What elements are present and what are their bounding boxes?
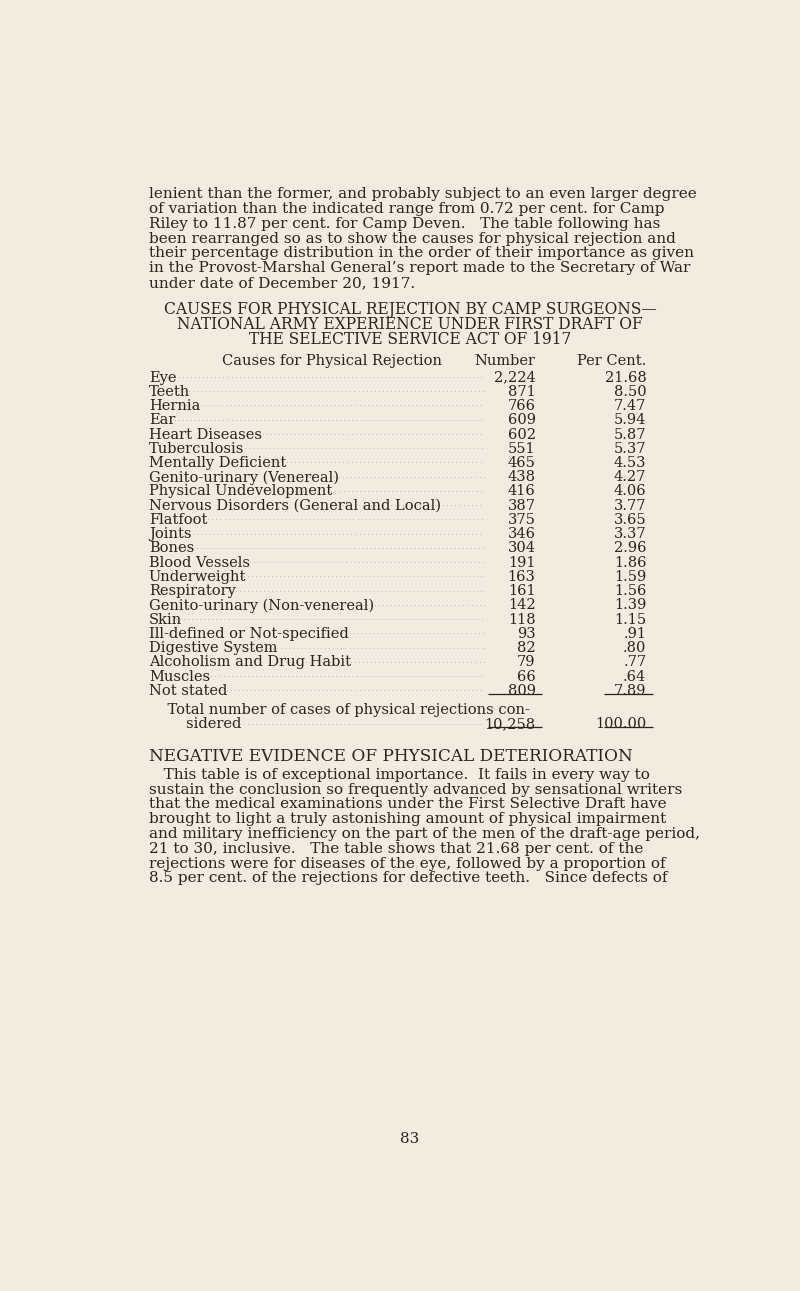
Text: 82: 82 <box>517 642 535 656</box>
Text: 161: 161 <box>508 585 535 598</box>
Text: Muscles: Muscles <box>149 670 210 684</box>
Text: under date of December 20, 1917.: under date of December 20, 1917. <box>149 276 415 290</box>
Text: 5.94: 5.94 <box>614 413 646 427</box>
Text: brought to light a truly astonishing amount of physical impairment: brought to light a truly astonishing amo… <box>149 812 666 826</box>
Text: sustain the conclusion so frequently advanced by sensational writers: sustain the conclusion so frequently adv… <box>149 782 682 797</box>
Text: Joints: Joints <box>149 527 191 541</box>
Text: 3.77: 3.77 <box>614 498 646 513</box>
Text: 4.27: 4.27 <box>614 470 646 484</box>
Text: been rearranged so as to show the causes for physical rejection and: been rearranged so as to show the causes… <box>149 231 676 245</box>
Text: that the medical examinations under the First Selective Draft have: that the medical examinations under the … <box>149 798 666 812</box>
Text: Genito-urinary (Venereal): Genito-urinary (Venereal) <box>149 470 339 484</box>
Text: 8.50: 8.50 <box>614 385 646 399</box>
Text: .80: .80 <box>623 642 646 656</box>
Text: Per Cent.: Per Cent. <box>577 354 646 368</box>
Text: 2.96: 2.96 <box>614 541 646 555</box>
Text: 375: 375 <box>508 513 535 527</box>
Text: 4.06: 4.06 <box>614 484 646 498</box>
Text: 346: 346 <box>507 527 535 541</box>
Text: .64: .64 <box>623 670 646 684</box>
Text: and military inefficiency on the part of the men of the draft-age period,: and military inefficiency on the part of… <box>149 828 700 840</box>
Text: 1.86: 1.86 <box>614 555 646 569</box>
Text: Physical Undevelopment: Physical Undevelopment <box>149 484 332 498</box>
Text: Bones: Bones <box>149 541 194 555</box>
Text: Ill-defined or Not-specified: Ill-defined or Not-specified <box>149 627 349 640</box>
Text: 1.15: 1.15 <box>614 613 646 626</box>
Text: 142: 142 <box>508 599 535 612</box>
Text: 8.5 per cent. of the rejections for defective teeth.   Since defects of: 8.5 per cent. of the rejections for defe… <box>149 871 667 886</box>
Text: 304: 304 <box>507 541 535 555</box>
Text: Nervous Disorders (General and Local): Nervous Disorders (General and Local) <box>149 498 441 513</box>
Text: Blood Vessels: Blood Vessels <box>149 555 250 569</box>
Text: Tuberculosis: Tuberculosis <box>149 442 244 456</box>
Text: Not stated: Not stated <box>149 684 227 698</box>
Text: Digestive System: Digestive System <box>149 642 278 656</box>
Text: NATIONAL ARMY EXPERIENCE UNDER FIRST DRAFT OF: NATIONAL ARMY EXPERIENCE UNDER FIRST DRA… <box>177 316 643 333</box>
Text: Eye: Eye <box>149 371 176 385</box>
Text: in the Provost-Marshal General’s report made to the Secretary of War: in the Provost-Marshal General’s report … <box>149 261 690 275</box>
Text: 416: 416 <box>508 484 535 498</box>
Text: 21.68: 21.68 <box>605 371 646 385</box>
Text: 191: 191 <box>508 555 535 569</box>
Text: 602: 602 <box>507 427 535 442</box>
Text: CAUSES FOR PHYSICAL REJECTION BY CAMP SURGEONS—: CAUSES FOR PHYSICAL REJECTION BY CAMP SU… <box>164 301 656 318</box>
Text: 163: 163 <box>508 569 535 584</box>
Text: sidered: sidered <box>149 718 242 732</box>
Text: Respiratory: Respiratory <box>149 585 236 598</box>
Text: 809: 809 <box>507 684 535 698</box>
Text: 21 to 30, inclusive.   The table shows that 21.68 per cent. of the: 21 to 30, inclusive. The table shows tha… <box>149 842 643 856</box>
Text: 465: 465 <box>508 456 535 470</box>
Text: Number: Number <box>474 354 535 368</box>
Text: 387: 387 <box>507 498 535 513</box>
Text: This table is of exceptional importance.  It fails in every way to: This table is of exceptional importance.… <box>149 768 650 782</box>
Text: 3.65: 3.65 <box>614 513 646 527</box>
Text: lenient than the former, and probably subject to an even larger degree: lenient than the former, and probably su… <box>149 187 697 201</box>
Text: 1.56: 1.56 <box>614 585 646 598</box>
Text: of variation than the indicated range from 0.72 per cent. for Camp: of variation than the indicated range fr… <box>149 203 664 216</box>
Text: 1.59: 1.59 <box>614 569 646 584</box>
Text: their percentage distribution in the order of their importance as given: their percentage distribution in the ord… <box>149 247 694 261</box>
Text: Total number of cases of physical rejections con-: Total number of cases of physical reject… <box>149 704 530 718</box>
Text: 4.53: 4.53 <box>614 456 646 470</box>
Text: 93: 93 <box>517 627 535 640</box>
Text: 2,224: 2,224 <box>494 371 535 385</box>
Text: Riley to 11.87 per cent. for Camp Deven.   The table following has: Riley to 11.87 per cent. for Camp Deven.… <box>149 217 660 231</box>
Text: 3.37: 3.37 <box>614 527 646 541</box>
Text: 10,258: 10,258 <box>485 718 535 732</box>
Text: 7.89: 7.89 <box>614 684 646 698</box>
Text: NEGATIVE EVIDENCE OF PHYSICAL DETERIORATION: NEGATIVE EVIDENCE OF PHYSICAL DETERIORAT… <box>149 747 633 764</box>
Text: 118: 118 <box>508 613 535 626</box>
Text: Alcoholism and Drug Habit: Alcoholism and Drug Habit <box>149 656 351 670</box>
Text: 871: 871 <box>508 385 535 399</box>
Text: rejections were for diseases of the eye, followed by a proportion of: rejections were for diseases of the eye,… <box>149 856 666 870</box>
Text: Skin: Skin <box>149 613 182 626</box>
Text: 5.37: 5.37 <box>614 442 646 456</box>
Text: Teeth: Teeth <box>149 385 190 399</box>
Text: Mentally Deficient: Mentally Deficient <box>149 456 286 470</box>
Text: .91: .91 <box>623 627 646 640</box>
Text: 438: 438 <box>507 470 535 484</box>
Text: 5.87: 5.87 <box>614 427 646 442</box>
Text: Flatfoot: Flatfoot <box>149 513 207 527</box>
Text: Causes for Physical Rejection: Causes for Physical Rejection <box>222 354 442 368</box>
Text: Heart Diseases: Heart Diseases <box>149 427 262 442</box>
Text: 551: 551 <box>508 442 535 456</box>
Text: 766: 766 <box>507 399 535 413</box>
Text: .77: .77 <box>623 656 646 670</box>
Text: 100.00: 100.00 <box>595 718 646 732</box>
Text: 7.47: 7.47 <box>614 399 646 413</box>
Text: Hernia: Hernia <box>149 399 200 413</box>
Text: THE SELECTIVE SERVICE ACT OF 1917: THE SELECTIVE SERVICE ACT OF 1917 <box>249 330 571 349</box>
Text: 83: 83 <box>400 1132 420 1146</box>
Text: 66: 66 <box>517 670 535 684</box>
Text: 1.39: 1.39 <box>614 599 646 612</box>
Text: 79: 79 <box>517 656 535 670</box>
Text: Ear: Ear <box>149 413 175 427</box>
Text: Underweight: Underweight <box>149 569 246 584</box>
Text: Genito-urinary (Non-venereal): Genito-urinary (Non-venereal) <box>149 599 374 613</box>
Text: 609: 609 <box>507 413 535 427</box>
